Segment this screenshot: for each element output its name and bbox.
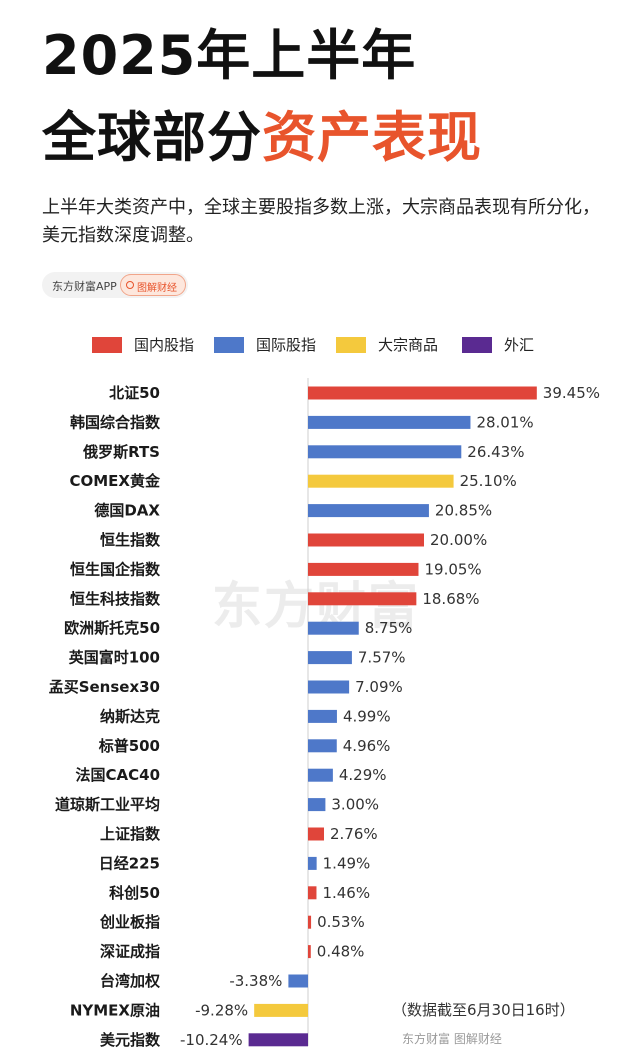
category-label: 台湾加权 (100, 972, 161, 990)
legend-swatch (336, 337, 366, 353)
legend-label: 大宗商品 (378, 336, 439, 354)
bar-13 (308, 768, 333, 782)
badge-column-label: 图解财经 (137, 283, 177, 294)
value-label: 7.09% (355, 678, 403, 696)
category-label: NYMEX原油 (70, 1001, 160, 1019)
bar-5 (308, 533, 424, 547)
bar-3 (308, 474, 454, 488)
bar-20 (288, 974, 308, 988)
category-label: 创业板指 (99, 913, 160, 931)
search-icon (126, 281, 134, 289)
category-label: 北证50 (109, 384, 160, 402)
category-label: 欧洲斯托克50 (64, 619, 160, 637)
bar-15 (308, 827, 325, 841)
bar-14 (308, 798, 326, 812)
value-label: 18.68% (422, 590, 479, 608)
value-label: 19.05% (424, 560, 481, 578)
legend-label: 国际股指 (256, 336, 317, 354)
bar-2 (308, 445, 462, 459)
bar-7 (308, 592, 417, 606)
category-label: 深证成指 (100, 943, 160, 961)
category-label: 恒生指数 (100, 531, 161, 549)
source-badge: 东方财富APP 图解财经 (42, 272, 188, 298)
legend-label: 外汇 (504, 336, 535, 354)
value-label: -3.38% (229, 972, 282, 990)
value-label: 1.49% (323, 854, 371, 872)
bar-1 (308, 415, 471, 429)
bar-21 (254, 1003, 308, 1017)
category-label: 法国CAC40 (76, 766, 161, 784)
value-label: 39.45% (543, 384, 600, 402)
category-label: 纳斯达克 (100, 707, 160, 725)
bar-6 (308, 562, 419, 576)
category-label: 上证指数 (100, 825, 161, 843)
value-label: 4.96% (343, 737, 391, 755)
value-label: 26.43% (467, 443, 524, 461)
category-label: 日经225 (99, 854, 160, 872)
subtitle: 上半年大类资产中，全球主要股指多数上涨，大宗商品表现有所分化，美元指数深度调整。 (42, 197, 600, 246)
category-label: 美元指数 (100, 1031, 161, 1049)
title-line-1: 2025年上半年 (42, 24, 417, 87)
bar-8 (308, 621, 359, 635)
value-label: -9.28% (195, 1001, 248, 1019)
bar-10 (308, 680, 350, 694)
value-label: 28.01% (476, 413, 533, 431)
title-line-2: 全球部分资产表现 (42, 106, 482, 170)
bar-0 (308, 386, 537, 400)
value-label: 1.46% (322, 884, 370, 902)
footer-brand: 东方财富 图解财经 (402, 1032, 502, 1046)
value-label: 7.57% (358, 649, 406, 667)
legend-swatch (214, 337, 244, 353)
value-label: 0.53% (317, 913, 365, 931)
value-label: 0.48% (317, 943, 365, 961)
bar-22 (248, 1033, 308, 1047)
bar-4 (308, 504, 429, 518)
bar-9 (308, 651, 352, 665)
value-label: 3.00% (331, 796, 379, 814)
category-label: COMEX黄金 (70, 472, 161, 490)
category-label: 英国富时100 (69, 649, 160, 667)
category-label: 标普500 (98, 737, 160, 755)
value-label: 2.76% (330, 825, 378, 843)
value-label: 20.00% (430, 531, 487, 549)
bar-16 (308, 856, 317, 870)
category-label: 俄罗斯RTS (82, 443, 160, 461)
bar-18 (308, 915, 312, 929)
category-label: 道琼斯工业平均 (55, 796, 160, 814)
category-label: 恒生科技指数 (70, 590, 161, 608)
bar-12 (308, 739, 337, 753)
value-label: 4.29% (339, 766, 387, 784)
legend-swatch (92, 337, 122, 353)
bar-19 (308, 945, 311, 959)
bar-11 (308, 709, 337, 723)
legend-label: 国内股指 (134, 336, 195, 354)
title-accent: 资产表现 (262, 106, 482, 169)
bar-17 (308, 886, 317, 900)
category-label: 科创50 (109, 884, 160, 902)
badge-app-label: 东方财富APP (52, 280, 117, 293)
badge-column: 图解财经 (120, 274, 186, 296)
value-label: 8.75% (365, 619, 413, 637)
value-label: 25.10% (460, 472, 517, 490)
category-label: 德国DAX (94, 502, 160, 520)
category-label: 孟买Sensex30 (49, 678, 160, 696)
title-plain: 全球部分 (42, 106, 262, 169)
value-label: 4.99% (343, 707, 391, 725)
value-label: -10.24% (180, 1031, 243, 1049)
category-label: 恒生国企指数 (70, 560, 161, 578)
data-date-note: （数据截至6月30日16时） (392, 1001, 575, 1019)
value-label: 20.85% (435, 502, 492, 520)
category-label: 韩国综合指数 (70, 413, 161, 431)
legend-swatch (462, 337, 492, 353)
